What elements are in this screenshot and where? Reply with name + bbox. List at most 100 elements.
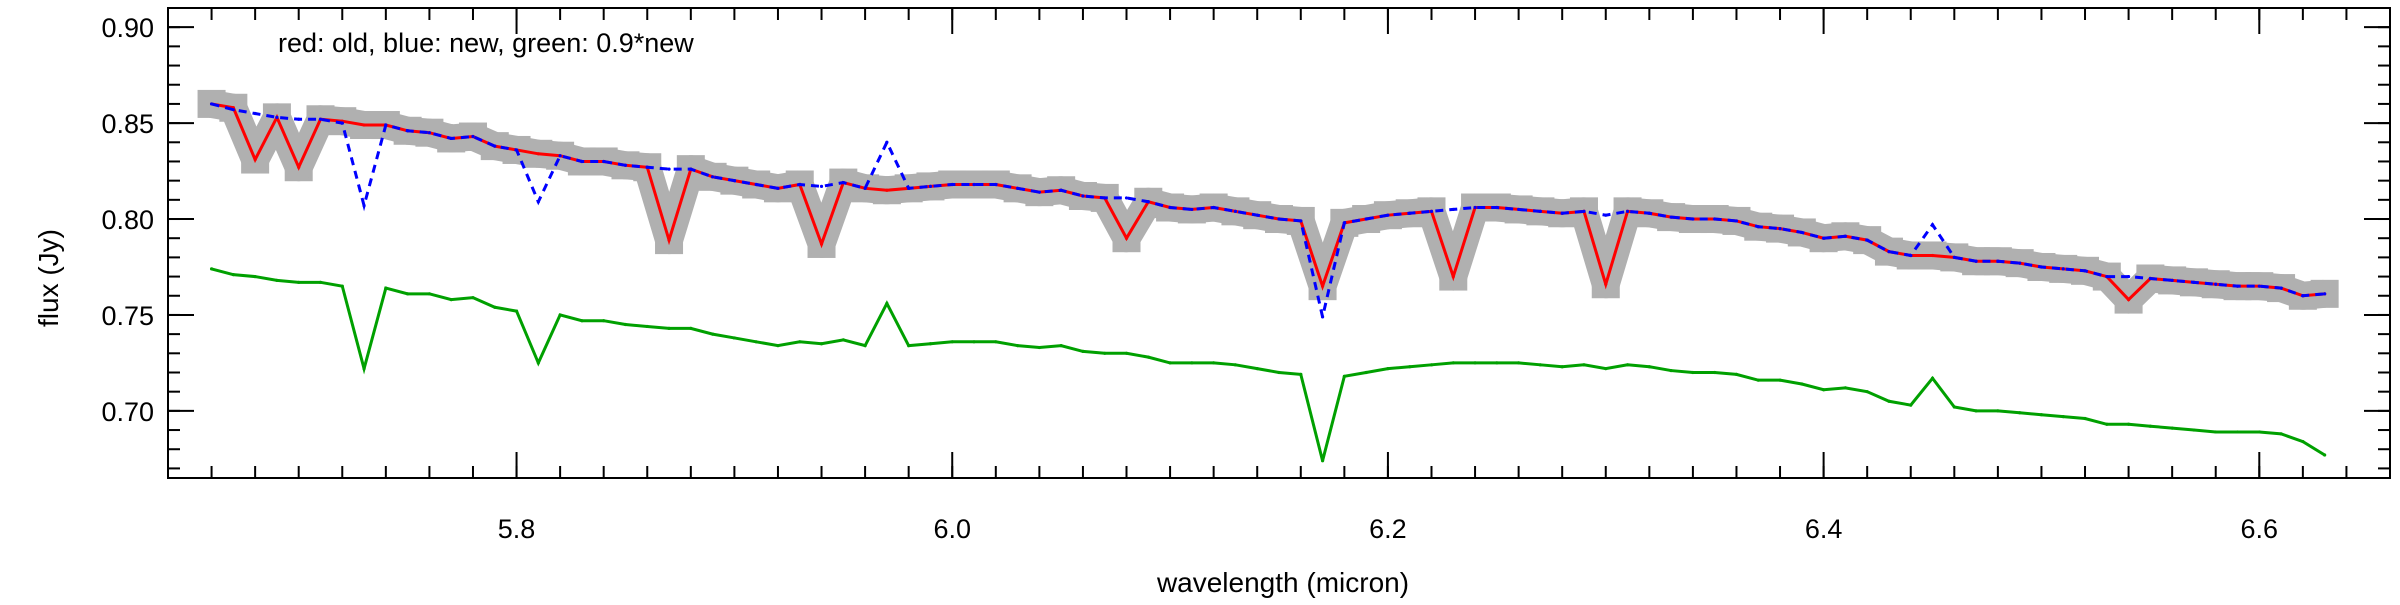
data-point bbox=[580, 319, 584, 323]
data-point bbox=[1059, 188, 1063, 192]
data-point bbox=[1625, 209, 1630, 213]
data-point bbox=[2214, 430, 2218, 434]
data-point bbox=[1059, 344, 1063, 348]
data-point bbox=[1037, 345, 1041, 350]
data-point bbox=[536, 361, 540, 365]
data-point bbox=[1756, 378, 1760, 382]
data-point bbox=[2301, 294, 2305, 298]
data-point bbox=[2039, 265, 2044, 269]
x-tick-label: 6.0 bbox=[933, 514, 971, 544]
data-point bbox=[732, 179, 736, 183]
data-point bbox=[1429, 363, 1434, 367]
data-point bbox=[1146, 355, 1150, 359]
data-point bbox=[885, 140, 889, 144]
data-point bbox=[819, 242, 824, 246]
data-point bbox=[1930, 253, 1935, 258]
data-point bbox=[1713, 370, 1717, 375]
data-point bbox=[536, 152, 540, 156]
data-point bbox=[514, 148, 519, 152]
data-point bbox=[362, 367, 366, 371]
data-point bbox=[1212, 361, 1216, 365]
data-point bbox=[798, 182, 802, 187]
data-point bbox=[1408, 211, 1412, 215]
data-point bbox=[667, 167, 671, 171]
data-point bbox=[340, 121, 344, 125]
data-point bbox=[1582, 209, 1586, 213]
data-point bbox=[1604, 282, 1608, 286]
data-point bbox=[667, 326, 671, 330]
data-point bbox=[449, 136, 453, 141]
data-point bbox=[558, 154, 562, 158]
data-point bbox=[1974, 409, 1978, 413]
data-point bbox=[384, 286, 388, 290]
x-axis-label: wavelength (micron) bbox=[1156, 567, 1409, 598]
data-point bbox=[1277, 370, 1281, 375]
data-point bbox=[1974, 259, 1978, 263]
data-point bbox=[819, 342, 824, 346]
data-point bbox=[231, 108, 235, 112]
data-point bbox=[1146, 200, 1150, 204]
data-point bbox=[1037, 190, 1041, 194]
data-point bbox=[1800, 230, 1804, 235]
data-point bbox=[275, 278, 279, 283]
y-tick-label: 0.70 bbox=[101, 397, 154, 427]
data-point bbox=[1299, 372, 1303, 377]
data-point bbox=[1647, 365, 1651, 369]
data-point bbox=[2061, 415, 2065, 419]
grey-marker-band bbox=[197, 89, 2339, 314]
data-point bbox=[1887, 399, 1891, 403]
data-point bbox=[2018, 261, 2022, 265]
data-point bbox=[1669, 215, 1673, 219]
data-point bbox=[863, 186, 867, 190]
data-point bbox=[1930, 376, 1935, 380]
data-point bbox=[1691, 217, 1695, 221]
data-point bbox=[1255, 367, 1259, 371]
data-point bbox=[1473, 205, 1477, 210]
data-point bbox=[907, 344, 911, 348]
data-point bbox=[711, 175, 715, 179]
data-point bbox=[1952, 255, 1956, 259]
data-point bbox=[1756, 225, 1760, 229]
data-point bbox=[297, 165, 301, 169]
data-point bbox=[1865, 390, 1869, 394]
data-point bbox=[2257, 284, 2261, 288]
data-point bbox=[798, 340, 802, 344]
data-point bbox=[1233, 363, 1238, 367]
x-tick-label: 6.4 bbox=[1805, 514, 1843, 544]
data-point bbox=[994, 182, 998, 187]
data-point bbox=[1604, 367, 1608, 371]
data-point bbox=[1190, 361, 1194, 365]
data-point bbox=[1822, 388, 1826, 392]
data-point bbox=[2301, 439, 2305, 444]
data-point bbox=[1451, 274, 1455, 279]
data-point bbox=[1843, 386, 1847, 390]
data-point bbox=[994, 340, 998, 344]
data-point bbox=[253, 111, 257, 116]
data-point bbox=[1538, 363, 1543, 367]
data-point bbox=[514, 309, 519, 313]
data-point bbox=[1582, 363, 1586, 367]
data-point bbox=[1647, 211, 1651, 215]
x-tick-label: 5.8 bbox=[498, 514, 536, 544]
data-point bbox=[558, 313, 562, 317]
data-point bbox=[1255, 213, 1259, 217]
data-point bbox=[253, 274, 257, 279]
data-point bbox=[1669, 368, 1673, 373]
data-point bbox=[1604, 213, 1608, 217]
data-point bbox=[1124, 351, 1129, 355]
data-point bbox=[1952, 405, 1956, 409]
data-point bbox=[209, 102, 214, 106]
data-point bbox=[972, 340, 976, 344]
data-point bbox=[863, 344, 867, 348]
data-point bbox=[689, 167, 693, 171]
data-point bbox=[602, 319, 606, 323]
data-point bbox=[449, 297, 453, 302]
data-point bbox=[1560, 365, 1564, 369]
data-point bbox=[1103, 351, 1107, 355]
data-point bbox=[1190, 207, 1194, 212]
data-point bbox=[2126, 297, 2131, 302]
data-point bbox=[1081, 194, 1085, 198]
data-point bbox=[2148, 424, 2152, 428]
data-point bbox=[1364, 370, 1368, 375]
data-point bbox=[754, 340, 758, 344]
